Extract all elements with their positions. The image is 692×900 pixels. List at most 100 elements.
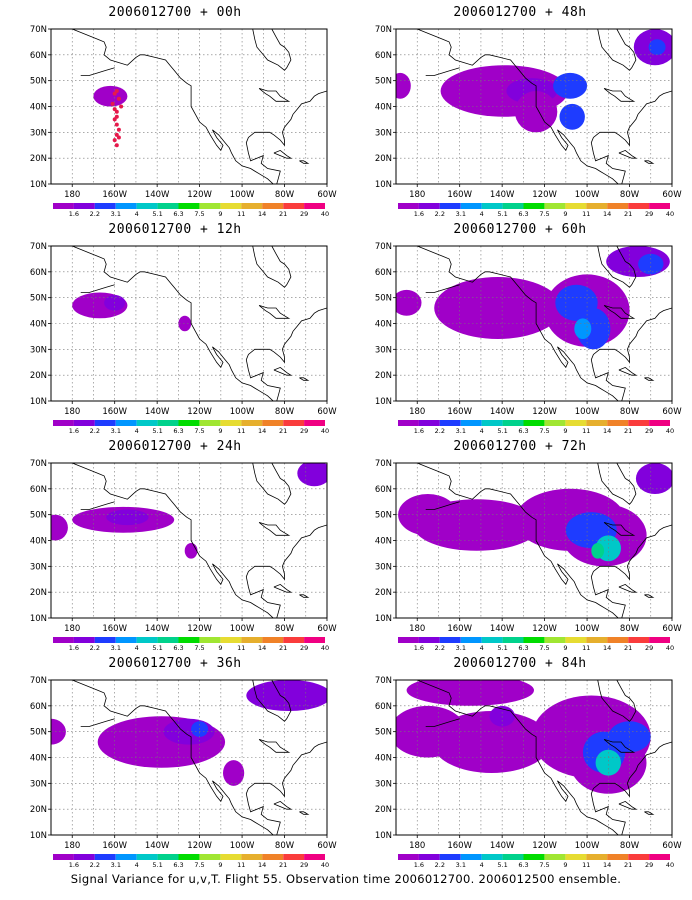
latitude-label: 20N	[30, 371, 47, 381]
latitude-label: 40N	[375, 320, 392, 330]
colorbar-segment	[628, 637, 650, 643]
colorbar-label: 7.5	[194, 861, 204, 869]
longitude-label: 60W	[317, 624, 337, 634]
colorbar-segment	[649, 637, 670, 643]
variance-region	[93, 85, 128, 107]
latitude-label: 60N	[375, 268, 392, 278]
colorbar-label: 2.2	[90, 427, 100, 435]
variance-region	[413, 499, 541, 551]
latitude-label: 20N	[375, 154, 392, 164]
longitude-label: 60W	[317, 841, 337, 851]
latitude-label: 50N	[30, 728, 47, 738]
colorbar-segment	[649, 203, 670, 209]
colorbar-label: 4	[135, 644, 139, 652]
colorbar-segment	[544, 854, 566, 860]
colorbar-label: 14	[258, 861, 266, 869]
colorbar-segment	[439, 203, 461, 209]
map-panel: 2006012700 + 12h 70N 60N 50N 40N 30N 20N 10N 180…	[15, 222, 337, 435]
colorbar-label: 7.5	[539, 644, 549, 652]
longitude-label: 160W	[102, 624, 127, 634]
latitude-label: 10N	[30, 180, 47, 190]
latitude-label: 60N	[375, 51, 392, 61]
variance-region	[553, 72, 588, 99]
latitude-label: 40N	[375, 537, 392, 547]
colorbar-label: 11	[237, 210, 245, 218]
colorbar-label: 14	[603, 210, 611, 218]
colorbar-segment	[283, 637, 305, 643]
colorbar-label: 3.1	[111, 427, 121, 435]
variance-region	[559, 103, 585, 130]
latitude-label: 20N	[30, 154, 47, 164]
map-panel: 2006012700 + 24h 70N 60N 50N 40N 30N 20N 10N 180…	[15, 439, 337, 652]
colorbar-label: 11	[582, 427, 590, 435]
colorbar-label: 3.1	[111, 861, 121, 869]
colorbar-segment	[649, 420, 670, 426]
colorbar-segment	[586, 203, 608, 209]
colorbar-label: 29	[645, 210, 653, 218]
longitude-label: 80W	[275, 624, 295, 634]
longitude-label: 160W	[102, 190, 127, 200]
colorbar-segment	[607, 637, 629, 643]
longitude-label: 180	[409, 407, 425, 417]
map-canvas: 70N 60N 50N 40N 30N 20N 10N 180 160W 140W 120W 100W…	[375, 25, 682, 218]
latitude-label: 10N	[30, 614, 47, 624]
colorbar-label: 40	[666, 644, 674, 652]
longitude-label: 180	[64, 407, 80, 417]
variance-region	[595, 749, 621, 776]
latitude-label: 30N	[375, 128, 392, 138]
map-canvas: 70N 60N 50N 40N 30N 20N 10N 180 160W 140W 120W 100W…	[30, 676, 337, 869]
longitude-label: 120W	[532, 841, 557, 851]
colorbar-label: 1.6	[414, 644, 424, 652]
latitude-label: 60N	[375, 485, 392, 495]
variance-region	[106, 509, 149, 526]
observation-point	[116, 135, 121, 140]
colorbar-segment	[544, 420, 566, 426]
colorbar-label: 5.1	[152, 861, 162, 869]
colorbar-label: 5.1	[497, 210, 507, 218]
latitude-label: 30N	[30, 562, 47, 572]
colorbar-segment	[481, 637, 503, 643]
colorbar-segment	[586, 854, 608, 860]
variance-region	[396, 289, 422, 316]
colorbar-label: 6.3	[173, 644, 183, 652]
colorbar-label: 2.2	[90, 210, 100, 218]
longitude-label: 80W	[620, 841, 640, 851]
colorbar-label: 3.1	[111, 644, 121, 652]
colorbar-label: 6.3	[518, 210, 528, 218]
latitude-label: 60N	[30, 268, 47, 278]
observation-point	[119, 104, 124, 109]
map-canvas: 70N 60N 50N 40N 30N 20N 10N 180 160W 140W 120W 100W…	[375, 242, 682, 435]
colorbar-segment	[136, 420, 158, 426]
panel-title: 2006012700 + 48h	[453, 5, 587, 20]
variance-region	[434, 277, 562, 339]
colorbar-label: 21	[279, 644, 287, 652]
colorbar-segment	[73, 854, 95, 860]
map-panel: 2006012700 + 00h 70N 60N 50N 40N 30N 20N 10N 180…	[15, 5, 337, 218]
colorbar-label: 2.2	[435, 644, 445, 652]
variance-region	[635, 463, 672, 494]
colorbar-segment	[220, 203, 242, 209]
colorbar-label: 7.5	[539, 861, 549, 869]
latitude-label: 70N	[30, 459, 47, 469]
colorbar-label: 4	[135, 210, 139, 218]
variance-region	[178, 315, 192, 332]
colorbar-segment	[220, 637, 242, 643]
colorbar-label: 40	[321, 861, 329, 869]
colorbar-label: 40	[666, 210, 674, 218]
colorbar-segment	[649, 854, 670, 860]
colorbar-label: 21	[624, 210, 632, 218]
latitude-label: 10N	[30, 831, 47, 841]
colorbar-segment	[481, 203, 503, 209]
colorbar-label: 9	[218, 427, 222, 435]
longitude-label: 140W	[490, 190, 515, 200]
latitude-label: 70N	[375, 242, 392, 252]
colorbar-label: 1.6	[69, 210, 79, 218]
latitude-label: 10N	[30, 397, 47, 407]
map-canvas: 70N 60N 50N 40N 30N 20N 10N 180 160W 140W 120W 100W…	[30, 25, 337, 218]
longitude-label: 100W	[575, 624, 600, 634]
colorbar-segment	[628, 203, 650, 209]
latitude-label: 30N	[30, 779, 47, 789]
colorbar-label: 29	[300, 427, 308, 435]
colorbar-segment	[460, 637, 482, 643]
longitude-label: 180	[409, 624, 425, 634]
